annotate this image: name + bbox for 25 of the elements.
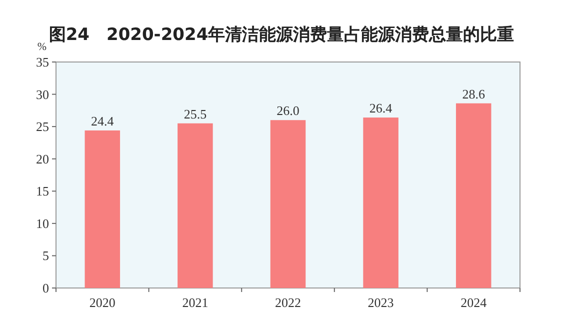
chart-title: 图24 2020-2024年清洁能源消费量占能源消费总量的比重 [48,25,514,45]
x-tick-label: 2021 [182,295,208,310]
bar [363,118,398,288]
data-label: 26.4 [369,100,393,116]
y-tick-label: 0 [42,280,49,296]
y-tick-label: 30 [36,86,49,102]
y-tick-label: 15 [36,184,49,199]
y-tick-label: 10 [36,216,49,231]
data-label: 24.4 [91,113,114,128]
bar [270,120,306,288]
data-label: 26.0 [276,103,300,118]
bar [456,103,492,288]
x-tick-label: 2022 [275,295,301,310]
data-label: 25.5 [184,106,207,122]
data-label: 28.6 [462,86,486,102]
y-axis-title: % [37,41,47,53]
x-tick-label: 2020 [89,295,116,310]
y-tick-label: 25 [36,119,49,134]
y-tick-label: 35 [36,54,49,70]
x-tick-label: 2024 [460,295,488,310]
y-tick-label: 20 [36,151,49,166]
bar [84,130,120,288]
x-tick-label: 2023 [368,295,394,310]
y-tick-label: 5 [42,248,49,264]
bar [178,123,213,288]
